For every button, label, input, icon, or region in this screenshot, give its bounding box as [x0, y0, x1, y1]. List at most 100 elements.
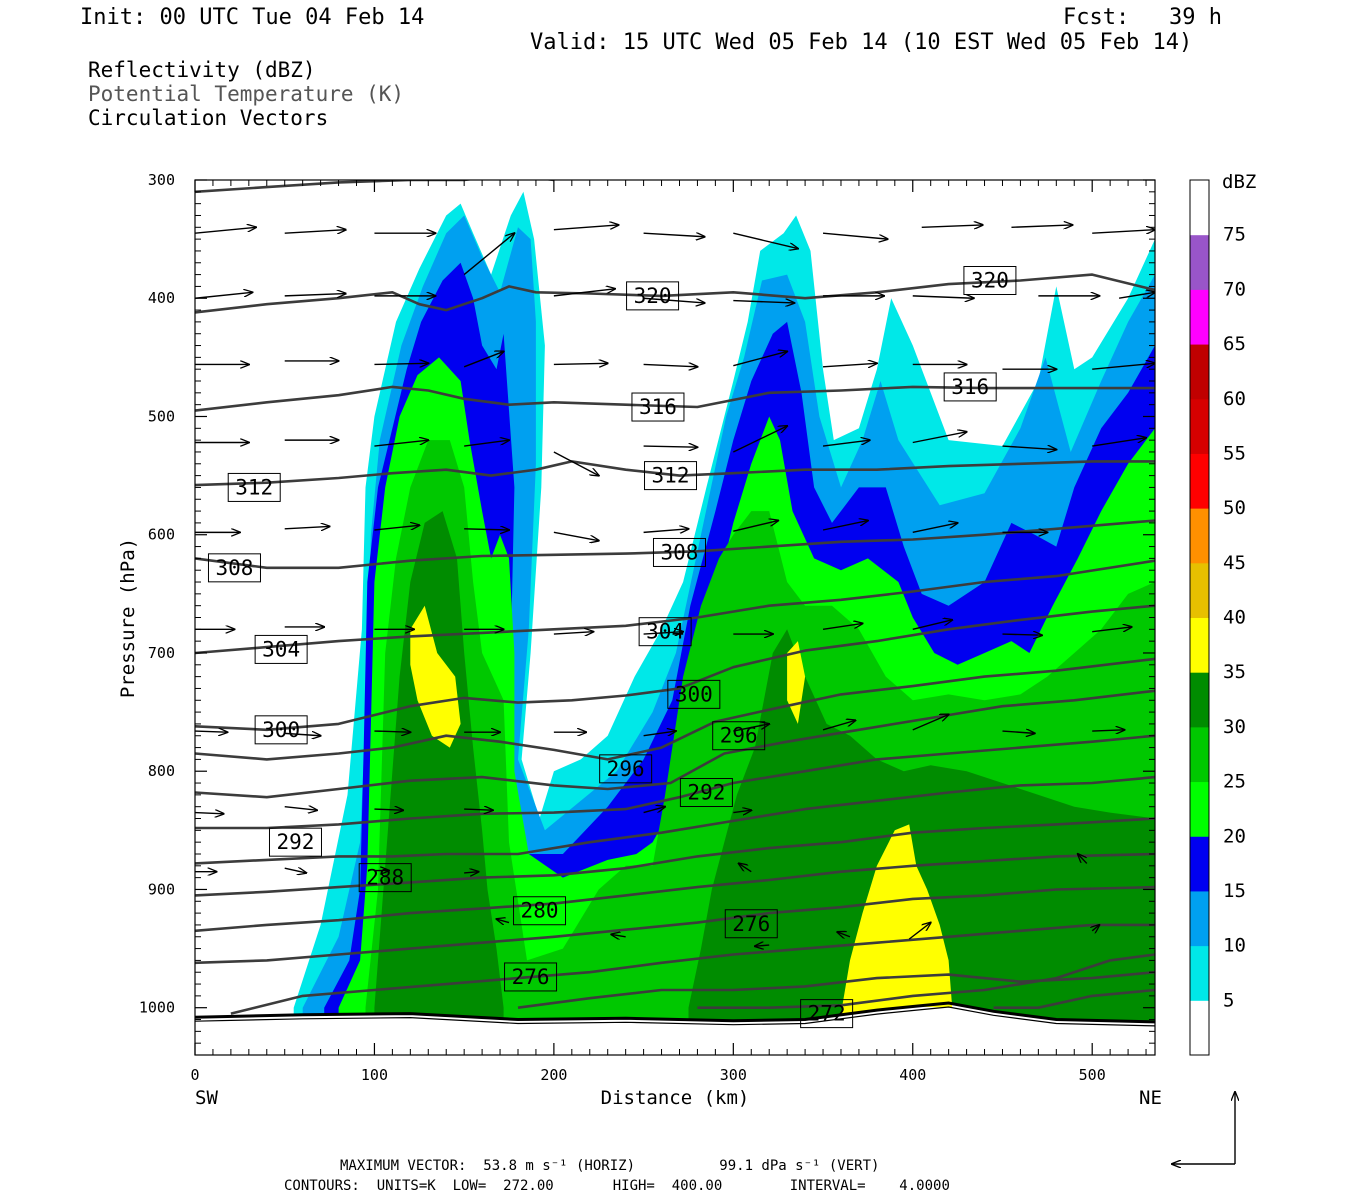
contour-label: 272 — [808, 1002, 846, 1026]
circulation-vector-arrow — [733, 301, 794, 303]
contour-label-box — [712, 721, 766, 751]
circulation-vector-arrow — [553, 225, 619, 231]
theta-contour-line — [195, 775, 1155, 865]
colorbar-swatch — [1190, 726, 1209, 783]
contour-label-box — [504, 962, 558, 992]
theta-contour-line — [195, 559, 1155, 655]
circulation-vector-arrow — [733, 810, 751, 812]
circulation-vector-arrow — [739, 863, 752, 873]
sw-endpoint-label: SW — [195, 1087, 218, 1109]
legend-potential-temperature: Potential Temperature (K) — [88, 82, 405, 106]
colorbar-swatch — [1190, 453, 1209, 509]
circulation-vector-arrow — [553, 289, 615, 297]
contour-label: 276 — [732, 912, 770, 936]
circulation-vector-arrow — [284, 526, 330, 528]
theta-contour-line — [195, 689, 1155, 799]
circulation-vector-arrow — [374, 363, 428, 364]
colorbar-tick-label: 35 — [1223, 661, 1246, 683]
y-tick-label: 900 — [148, 880, 175, 898]
contour-label-box — [626, 281, 680, 311]
y-tick-label: 600 — [148, 526, 175, 544]
circulation-vector-arrow — [374, 440, 428, 447]
contour-label: 304 — [262, 637, 300, 661]
circulation-vector-arrow — [733, 426, 787, 453]
theta-contour-line — [195, 604, 1155, 732]
circulation-vector-arrow — [374, 525, 419, 531]
contour-label-box — [652, 537, 706, 567]
colorbar-tick-label: 20 — [1223, 825, 1246, 847]
circulation-vector-arrow — [733, 351, 787, 367]
circulation-vector-arrow — [643, 632, 683, 634]
circulation-vector-arrow — [464, 440, 509, 447]
contour-label-box — [207, 553, 261, 583]
circulation-vector-arrow — [374, 731, 410, 732]
colorbar-swatch — [1190, 617, 1209, 673]
theta-contour-line — [195, 519, 1155, 570]
circulation-vector-arrow — [1002, 634, 1041, 635]
colorbar-swatch — [1190, 1000, 1209, 1056]
y-axis-label: Pressure (hPa) — [117, 538, 139, 698]
colorbar-tick-label: 10 — [1223, 935, 1246, 957]
colorbar-swatch — [1190, 234, 1209, 290]
contour-label-box — [667, 679, 721, 709]
circulation-vector-arrow — [822, 232, 888, 239]
ground-surface-line — [195, 1001, 1155, 1024]
contour-label: 276 — [512, 965, 550, 989]
circulation-vector-arrow — [912, 714, 949, 731]
contour-label: 308 — [216, 556, 254, 580]
legend-circulation-vectors: Circulation Vectors — [88, 106, 329, 130]
circulation-vector-arrow — [553, 451, 599, 476]
colorbar-swatch — [1190, 890, 1209, 947]
circulation-vector-arrow — [1092, 730, 1124, 731]
y-tick-label: 500 — [148, 407, 175, 425]
colorbar-tick-label: 5 — [1223, 989, 1234, 1011]
colorbar-tick-label: 30 — [1223, 716, 1246, 738]
contour-label: 308 — [661, 540, 699, 564]
colorbar-swatch — [1190, 289, 1209, 345]
circulation-vector-arrow — [463, 233, 514, 276]
colorbar-tick-label: 15 — [1223, 880, 1246, 902]
x-axis-label: Distance (km) — [601, 1087, 750, 1109]
x-tick-label: 500 — [1079, 1066, 1106, 1084]
theta-contour-line — [195, 180, 554, 194]
contour-label-box — [227, 472, 281, 502]
circulation-vector-arrow — [643, 297, 705, 303]
circulation-vector-arrow — [912, 620, 952, 631]
circulation-vector-arrow — [464, 809, 493, 810]
theta-contour-line — [230, 923, 1155, 1015]
contour-label: 292 — [277, 830, 315, 854]
reference-vector-icon — [1172, 1092, 1235, 1164]
contour-label-box — [358, 863, 412, 893]
circulation-vector-arrow — [374, 809, 403, 810]
y-tick-label: 700 — [148, 644, 175, 662]
circulation-vector-arrow — [284, 807, 317, 811]
contour-label: 280 — [521, 899, 559, 923]
x-tick-label: 200 — [540, 1066, 567, 1084]
contour-label-box — [631, 392, 685, 422]
circulation-vector-arrow — [643, 233, 705, 237]
theta-contour-line — [195, 885, 1155, 965]
contour-label-box — [679, 778, 733, 807]
theta-contour-line — [517, 970, 1155, 1009]
forecast-hour: Fcst: 39 h — [1063, 5, 1222, 30]
theta-contour-line — [195, 852, 1155, 933]
circulation-vector-arrow — [553, 363, 608, 364]
circulation-vector-arrow — [733, 521, 778, 532]
circulation-vector-arrow — [643, 731, 676, 737]
circulation-vector-arrow — [284, 868, 307, 873]
circulation-vector-arrow — [733, 232, 798, 248]
circulation-vector-arrow — [1078, 854, 1088, 864]
contour-label: 292 — [687, 781, 725, 805]
circulation-vector-arrow — [822, 521, 868, 531]
x-tick-label: 100 — [361, 1066, 388, 1084]
circulation-vector-arrow — [912, 523, 958, 534]
circulation-vector-arrow — [822, 363, 877, 367]
contour-label-box — [513, 896, 567, 926]
colorbar-swatch — [1190, 836, 1209, 892]
contour-label-box — [800, 999, 854, 1029]
colorbar-frame — [1189, 179, 1210, 1056]
circulation-vector-arrow — [643, 364, 698, 366]
colorbar-tick-label: 70 — [1223, 278, 1246, 300]
x-tick-label: 400 — [899, 1066, 926, 1084]
